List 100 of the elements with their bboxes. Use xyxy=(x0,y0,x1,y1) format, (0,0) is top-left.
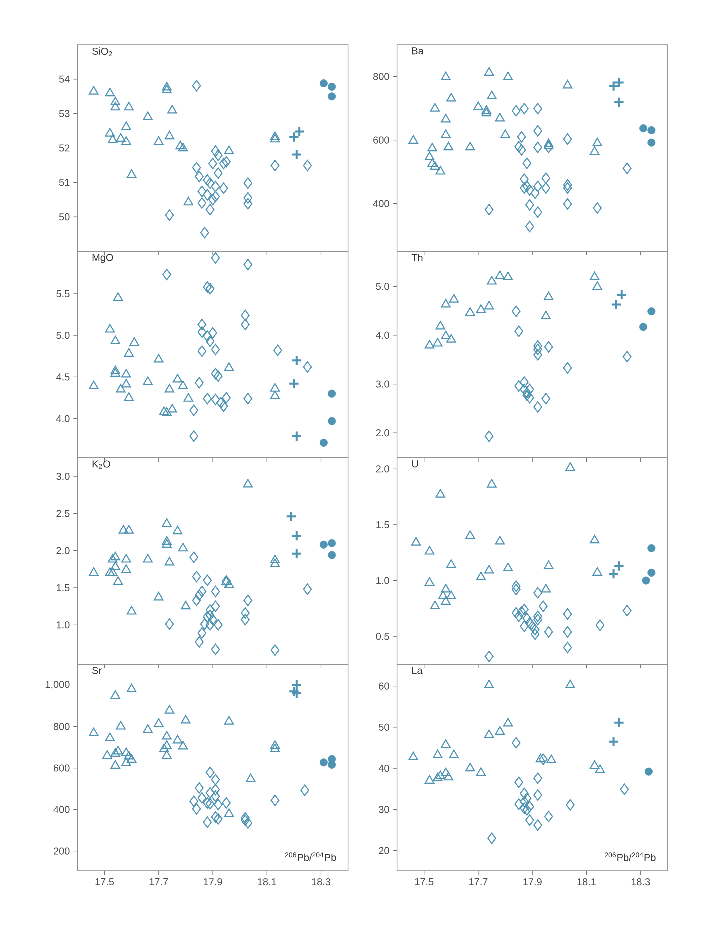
point xyxy=(441,330,451,340)
y-tick-label: 4.0 xyxy=(56,415,70,422)
y-tick-label: 4.0 xyxy=(376,332,390,339)
point xyxy=(270,390,280,400)
chart-title: La xyxy=(412,667,423,674)
point xyxy=(211,146,220,158)
point xyxy=(165,618,174,630)
point xyxy=(320,758,328,767)
point xyxy=(195,377,204,389)
point xyxy=(122,379,132,388)
point xyxy=(503,72,514,80)
point xyxy=(203,574,212,586)
point xyxy=(484,67,494,76)
point xyxy=(544,560,554,570)
point xyxy=(198,346,207,358)
y-tick-label: 3.0 xyxy=(376,380,390,388)
point xyxy=(211,344,220,356)
point xyxy=(541,310,552,320)
point xyxy=(124,348,134,357)
point xyxy=(640,323,648,332)
point xyxy=(525,814,534,826)
point xyxy=(122,758,132,766)
point xyxy=(503,562,514,572)
point xyxy=(512,607,521,619)
point xyxy=(522,612,532,624)
point xyxy=(495,113,506,122)
point xyxy=(648,126,656,134)
point xyxy=(211,600,220,612)
point xyxy=(198,792,207,804)
point xyxy=(622,162,632,174)
point xyxy=(590,535,600,544)
point xyxy=(124,392,134,402)
point xyxy=(110,748,120,757)
chart-title: SiO$_{2}$ xyxy=(92,48,112,56)
point xyxy=(270,740,280,750)
point xyxy=(428,143,438,152)
point xyxy=(214,370,223,382)
y-tick-label: 60 xyxy=(379,682,390,690)
y-tick-label: 800 xyxy=(374,73,390,80)
point xyxy=(178,741,188,750)
point xyxy=(520,376,529,388)
y-tick-label: 600 xyxy=(374,136,390,144)
point xyxy=(512,306,521,318)
point xyxy=(444,772,454,781)
y-tick-label: 3.0 xyxy=(56,473,70,480)
point xyxy=(286,511,298,522)
point xyxy=(614,560,625,572)
point xyxy=(214,168,223,180)
chart-title: K$_{2}$O xyxy=(92,460,110,470)
point xyxy=(124,102,134,111)
point xyxy=(520,802,529,814)
point xyxy=(566,462,576,472)
point xyxy=(190,796,199,808)
point xyxy=(441,114,451,123)
point xyxy=(206,283,215,295)
point xyxy=(648,138,656,147)
point xyxy=(303,160,312,172)
chart-title: Ba xyxy=(412,48,424,55)
y-tick-label: 51 xyxy=(59,179,70,186)
point xyxy=(328,82,336,91)
point xyxy=(116,133,126,142)
point xyxy=(563,179,572,191)
point xyxy=(162,407,172,416)
point xyxy=(487,479,497,488)
point xyxy=(203,330,212,342)
point xyxy=(644,768,653,776)
chart-title: MgO xyxy=(92,254,114,264)
point xyxy=(208,194,218,206)
point xyxy=(164,705,175,714)
point xyxy=(534,587,542,599)
point xyxy=(105,128,116,137)
point xyxy=(198,319,207,331)
point xyxy=(520,384,529,396)
point xyxy=(590,272,600,280)
point xyxy=(291,430,302,442)
point xyxy=(484,565,494,574)
point xyxy=(214,619,223,631)
point xyxy=(542,393,551,405)
point xyxy=(538,600,548,612)
point xyxy=(512,737,521,749)
point xyxy=(544,626,554,638)
point xyxy=(178,143,188,152)
point xyxy=(430,600,440,610)
point xyxy=(563,182,572,194)
point xyxy=(520,604,529,616)
point xyxy=(303,584,312,596)
point xyxy=(244,192,253,204)
point xyxy=(122,122,132,130)
point xyxy=(190,552,199,564)
y-tick-label: 5.5 xyxy=(56,290,70,298)
point xyxy=(592,567,602,576)
y-tick-label: 50 xyxy=(379,724,390,731)
point xyxy=(176,140,186,150)
point xyxy=(198,586,207,598)
point xyxy=(113,576,124,586)
point xyxy=(534,344,542,356)
point xyxy=(211,644,220,656)
point xyxy=(206,619,215,631)
point xyxy=(648,568,656,577)
point xyxy=(622,605,632,617)
